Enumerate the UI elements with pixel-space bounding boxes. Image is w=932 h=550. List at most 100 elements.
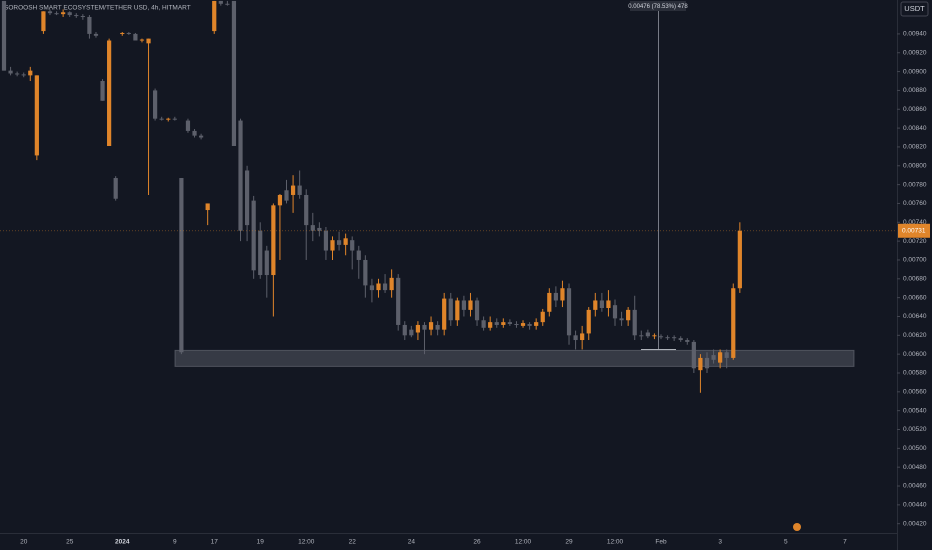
y-tick-label: 0.00820 (903, 144, 927, 151)
candle-body (376, 283, 381, 291)
candle-body (514, 324, 519, 326)
y-tick-label: 0.00640 (903, 313, 927, 320)
chart-title: SOROOSH SMART ECOSYSTEM/TETHER USD, 4h, … (4, 5, 191, 12)
candle-body (363, 259, 368, 286)
candle-body (547, 292, 552, 312)
event-icon[interactable] (793, 523, 801, 531)
x-tick-label: 25 (66, 539, 74, 546)
candle-body (264, 250, 269, 276)
candle-body (225, 3, 230, 5)
candle-body (737, 230, 742, 289)
candle-body (586, 309, 591, 334)
candle-body (47, 11, 53, 14)
measure-label: 0.00476 (78.53%) 478 (628, 4, 688, 10)
y-tick-label: 0.00720 (903, 238, 927, 245)
candle-body (612, 305, 618, 319)
candle-body (350, 240, 355, 251)
candle-body (251, 200, 256, 271)
candle-body (146, 38, 151, 44)
candle-body (573, 335, 578, 341)
currency-label[interactable]: USDT (904, 4, 925, 13)
candle-body (711, 355, 716, 360)
currency-button[interactable] (900, 1, 929, 17)
candle-body (507, 322, 512, 325)
candle-body (691, 341, 696, 369)
candle-body (632, 309, 637, 336)
candle-body (580, 333, 585, 341)
candle-body (107, 40, 112, 146)
y-tick-label: 0.00440 (903, 502, 927, 509)
y-tick-label: 0.00660 (903, 294, 927, 301)
candle-body (179, 178, 184, 353)
candle-body (540, 311, 545, 323)
candle-body (330, 240, 335, 251)
candle-body (258, 230, 263, 276)
x-tick-label: 19 (257, 539, 265, 546)
y-tick-label: 0.00940 (903, 31, 927, 38)
candle-body (87, 16, 92, 34)
candle-body (639, 335, 644, 337)
candle-body (534, 322, 539, 326)
candle-body (336, 240, 342, 245)
candle-body (159, 118, 164, 120)
y-tick-label: 0.00920 (903, 49, 927, 56)
candle-body (731, 288, 736, 358)
y-tick-label: 0.00460 (903, 483, 927, 490)
candle-body (231, 0, 237, 146)
candle-body (658, 336, 664, 338)
y-tick-label: 0.00680 (903, 276, 927, 283)
y-tick-label: 0.00740 (903, 219, 927, 226)
candle-body (41, 11, 46, 32)
candle-body (422, 324, 427, 330)
support-zone (174, 349, 855, 367)
y-tick-label: 0.00620 (903, 332, 927, 339)
candle-body (415, 324, 421, 333)
candle-body (645, 332, 650, 337)
candle-body (67, 12, 72, 16)
candle-body (284, 190, 289, 201)
candle-body (599, 300, 604, 309)
candle-body (205, 203, 210, 211)
candle-body (133, 33, 138, 41)
candle-body (685, 340, 690, 342)
candle-body (402, 324, 407, 336)
candle-body (382, 283, 388, 291)
y-tick-label: 0.00600 (903, 351, 927, 358)
candle-body (560, 288, 565, 301)
candle-body (619, 318, 624, 321)
y-tick-label: 0.00700 (903, 257, 927, 264)
candle-body (435, 324, 440, 330)
candle-body (297, 185, 302, 195)
candle-body (166, 118, 171, 120)
candle-body (271, 205, 276, 276)
candle-body (74, 15, 79, 17)
candle-body (488, 322, 493, 328)
candle-body (8, 70, 13, 74)
candle-body (28, 70, 33, 76)
candle-body (501, 322, 506, 325)
candle-body (566, 288, 572, 336)
candle-body (54, 13, 59, 15)
y-tick-label: 0.00560 (903, 389, 927, 396)
x-tick-label: 2024 (115, 539, 130, 546)
candle-body (21, 74, 26, 76)
candle-body (428, 322, 434, 330)
x-tick-label: 5 (784, 539, 788, 546)
x-tick-label: 12:00 (515, 539, 532, 546)
candle-body (153, 90, 158, 119)
candle-body (212, 0, 217, 32)
candle-body (455, 300, 460, 321)
x-tick-label: 9 (173, 539, 177, 546)
candle-body (442, 298, 447, 330)
candle-body (593, 300, 598, 310)
candle-body (448, 298, 453, 321)
x-tick-label: Feb (655, 539, 667, 546)
x-tick-label: 7 (843, 539, 847, 546)
x-tick-label: 22 (349, 539, 357, 546)
candle-body (527, 324, 532, 326)
measure-box (630, 1, 686, 11)
candle-body (317, 227, 322, 231)
candle-body (724, 352, 729, 358)
